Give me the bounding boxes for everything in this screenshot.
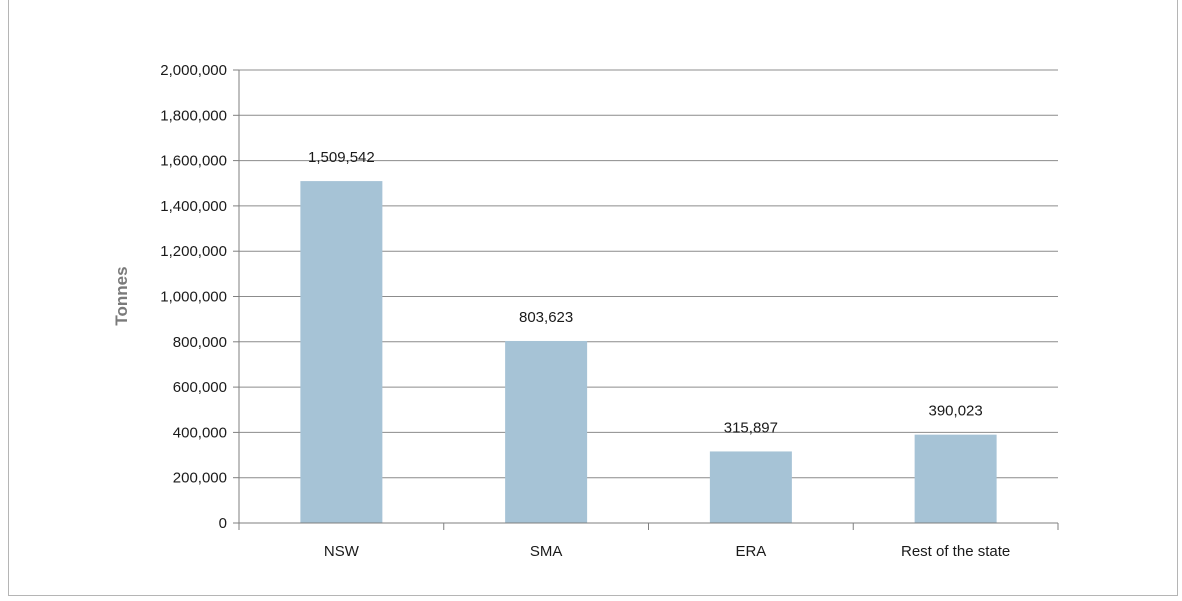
y-tick-label: 2,000,000 [160, 62, 227, 79]
y-tick-label: 1,200,000 [160, 243, 227, 260]
y-tick-label: 1,000,000 [160, 289, 227, 306]
chart-frame [8, 0, 1178, 596]
x-tick-label: Rest of the state [901, 543, 1010, 560]
y-tick-label: 1,800,000 [160, 107, 227, 124]
data-label: 390,023 [929, 403, 983, 420]
x-tick-label: NSW [324, 543, 360, 560]
data-label: 1,509,542 [308, 149, 375, 166]
data-labels: 1,509,542 803,623 315,897 390,023 [308, 149, 983, 436]
y-tick-label: 200,000 [173, 470, 227, 487]
x-tick-label: ERA [735, 543, 766, 560]
x-tick-label: SMA [530, 543, 563, 560]
x-tick-labels: NSW SMA ERA Rest of the state [324, 543, 1010, 560]
y-tick-label: 1,400,000 [160, 198, 227, 215]
y-tick-label: 400,000 [173, 424, 227, 441]
bar-nsw [300, 181, 383, 523]
bar-era [709, 451, 792, 523]
y-tick-label: 600,000 [173, 379, 227, 396]
y-axis-label: Tonnes [112, 266, 131, 325]
bars [300, 181, 997, 523]
y-tick-label: 800,000 [173, 334, 227, 351]
bar-sma [505, 340, 588, 523]
bar-rest-of-the-state [914, 434, 997, 523]
data-label: 315,897 [724, 419, 778, 436]
axes [233, 69, 1059, 530]
data-label: 803,623 [519, 309, 573, 326]
y-tick-label: 1,600,000 [160, 153, 227, 170]
y-tick-labels: 0 200,000 400,000 600,000 800,000 1,000,000 1,… [160, 62, 227, 532]
y-tick-label: 0 [219, 515, 227, 532]
